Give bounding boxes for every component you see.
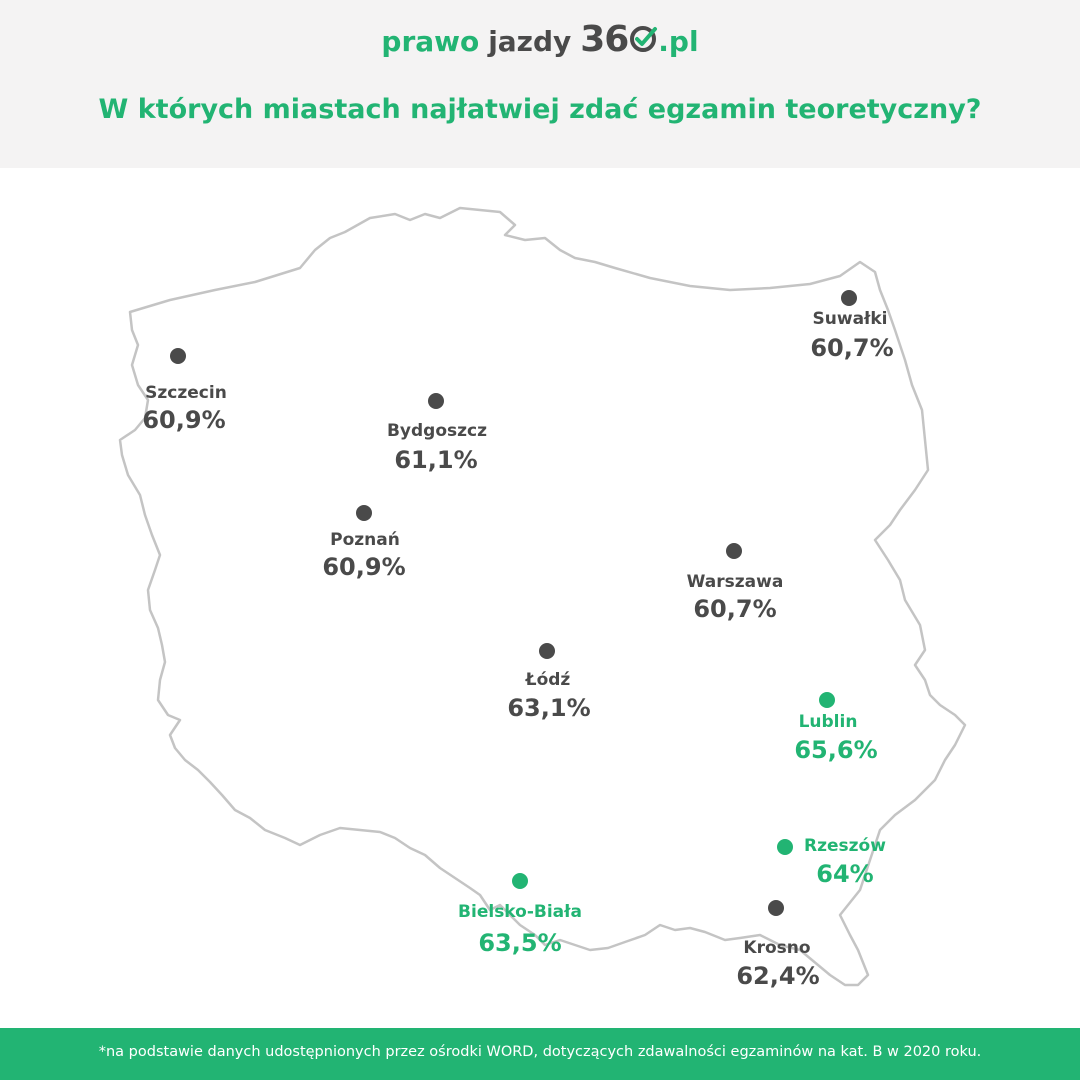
city-marker bbox=[512, 873, 528, 889]
city-value: 60,7% bbox=[810, 334, 894, 362]
city-value: 62,4% bbox=[736, 962, 820, 990]
city-name: Bielsko-Biała bbox=[458, 902, 582, 922]
footer: *na podstawie danych udostępnionych prze… bbox=[0, 1028, 1080, 1080]
city-value: 65,6% bbox=[794, 736, 878, 764]
city-name: Lublin bbox=[798, 712, 858, 732]
city-value: 61,1% bbox=[394, 446, 478, 474]
city-marker bbox=[768, 900, 784, 916]
city-name: Bydgoszcz bbox=[386, 421, 488, 441]
city-marker bbox=[170, 348, 186, 364]
city-value: 63,1% bbox=[507, 694, 591, 722]
city-value: 64% bbox=[816, 860, 874, 888]
logo: prawo jazdy 36 .pl bbox=[0, 18, 1080, 67]
city-marker bbox=[539, 643, 555, 659]
city-value: 60,7% bbox=[693, 595, 777, 623]
city-marker bbox=[356, 505, 372, 521]
page-title: W których miastach najłatwiej zdać egzam… bbox=[98, 94, 982, 125]
city-name: Krosno bbox=[743, 938, 811, 958]
logo-word-prawo: prawo bbox=[381, 25, 480, 58]
city-name: Szczecin bbox=[145, 383, 227, 403]
city-name: Poznań bbox=[330, 530, 400, 550]
city-marker bbox=[777, 839, 793, 855]
city-value: 60,9% bbox=[142, 406, 226, 434]
city-value: 63,5% bbox=[478, 929, 562, 957]
header: prawo jazdy 36 .pl W których miastach naj… bbox=[0, 0, 1080, 168]
city-value: 60,9% bbox=[322, 553, 406, 581]
city-marker bbox=[819, 692, 835, 708]
city-name: Suwałki bbox=[812, 309, 888, 329]
logo-domain: .pl bbox=[658, 25, 699, 58]
footnote: *na podstawie danych udostępnionych prze… bbox=[98, 1044, 982, 1060]
poland-border bbox=[118, 206, 967, 987]
city-marker bbox=[726, 543, 742, 559]
city-name: Rzeszów bbox=[804, 836, 886, 856]
city-name: Łódź bbox=[525, 670, 571, 690]
check-circle-icon bbox=[628, 23, 658, 67]
city-marker bbox=[841, 290, 857, 306]
city-name: Warszawa bbox=[686, 572, 784, 592]
logo-word-jazdy: jazdy bbox=[488, 25, 572, 58]
city-marker bbox=[428, 393, 444, 409]
logo-number: 36 bbox=[580, 19, 629, 60]
